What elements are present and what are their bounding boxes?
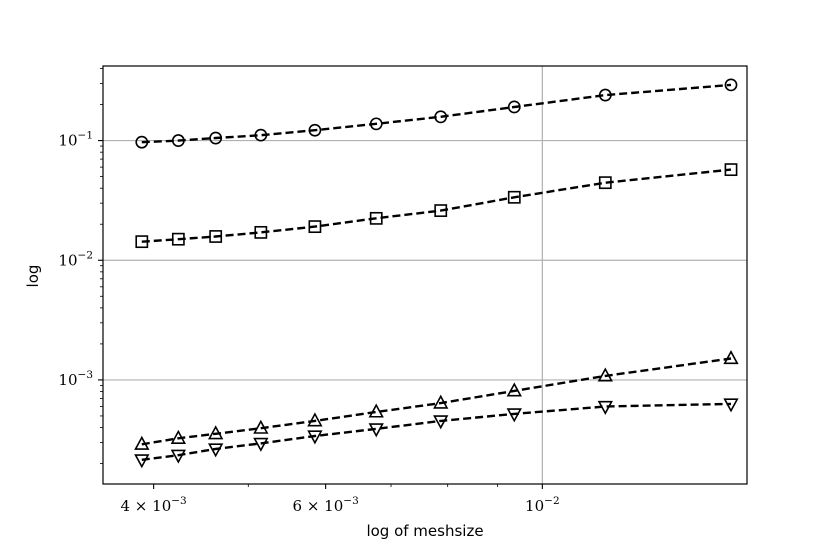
marker-triangle-down	[307, 430, 323, 445]
x-tick-label-0: 4 × 10−3	[121, 495, 187, 515]
marker-square	[209, 230, 223, 243]
series-layer	[134, 78, 739, 469]
marker-square	[171, 232, 185, 246]
grid-lines	[103, 66, 747, 484]
series-line-square	[141, 168, 732, 243]
marker-triangle-down	[597, 400, 613, 415]
marker-circle	[507, 100, 521, 114]
marker-triangle-up	[307, 412, 323, 427]
marker-square	[135, 235, 149, 249]
marker-triangle-up	[433, 394, 449, 409]
x-tick-label-2: 10−2	[525, 495, 560, 515]
marker-square	[724, 163, 738, 177]
series-line-triangle-down	[141, 402, 732, 461]
series-line-circle	[141, 83, 732, 144]
marker-circle	[135, 135, 149, 149]
marker-triangle-down	[368, 423, 384, 438]
x-tick-label-1: 6 × 10−3	[293, 495, 359, 515]
marker-circle	[598, 88, 612, 102]
marker-circle	[369, 117, 383, 131]
marker-triangle-up	[723, 350, 739, 365]
marker-triangle-down	[208, 443, 224, 458]
marker-triangle-up	[134, 435, 150, 450]
marker-triangle-down	[506, 408, 522, 423]
marker-triangle-up	[208, 425, 224, 440]
marker-circle	[724, 78, 738, 92]
marker-square	[507, 190, 521, 204]
marker-circle	[308, 123, 322, 137]
x-axis-label: log of meshsize	[366, 522, 483, 540]
series-square	[135, 163, 738, 249]
marker-triangle-up	[368, 403, 384, 418]
marker-square	[434, 204, 448, 217]
marker-triangle-up	[170, 429, 186, 444]
y-axis-label: log	[24, 265, 42, 288]
y-tick-label-0: 10−3	[58, 369, 93, 389]
marker-triangle-up	[597, 367, 613, 382]
marker-circle	[209, 131, 223, 145]
marker-triangle-down	[433, 415, 449, 430]
marker-triangle-down	[723, 398, 739, 413]
marker-square	[308, 220, 322, 234]
series-circle	[135, 78, 738, 149]
tick-labels: 10−3 10−2 10−1 4 × 10−3 6 × 10−3 10−2	[58, 130, 559, 515]
series-triangle-up	[134, 350, 739, 450]
series-triangle-down	[134, 398, 739, 469]
marker-square	[598, 176, 612, 190]
marker-square	[254, 225, 268, 239]
y-tick-label-1: 10−2	[58, 249, 93, 269]
marker-triangle-up	[506, 382, 522, 397]
marker-circle	[434, 110, 448, 124]
y-tick-label-2: 10−1	[58, 130, 93, 150]
marker-square	[369, 211, 383, 225]
marker-triangle-down	[253, 437, 269, 452]
marker-triangle-down	[134, 454, 150, 469]
marker-triangle-down	[170, 449, 186, 464]
plot-frame	[102, 65, 748, 485]
marker-circle	[171, 134, 185, 147]
marker-circle	[254, 128, 268, 142]
major-ticks	[98, 140, 543, 489]
marker-triangle-up	[253, 419, 269, 434]
series-line-triangle-up	[141, 357, 732, 446]
